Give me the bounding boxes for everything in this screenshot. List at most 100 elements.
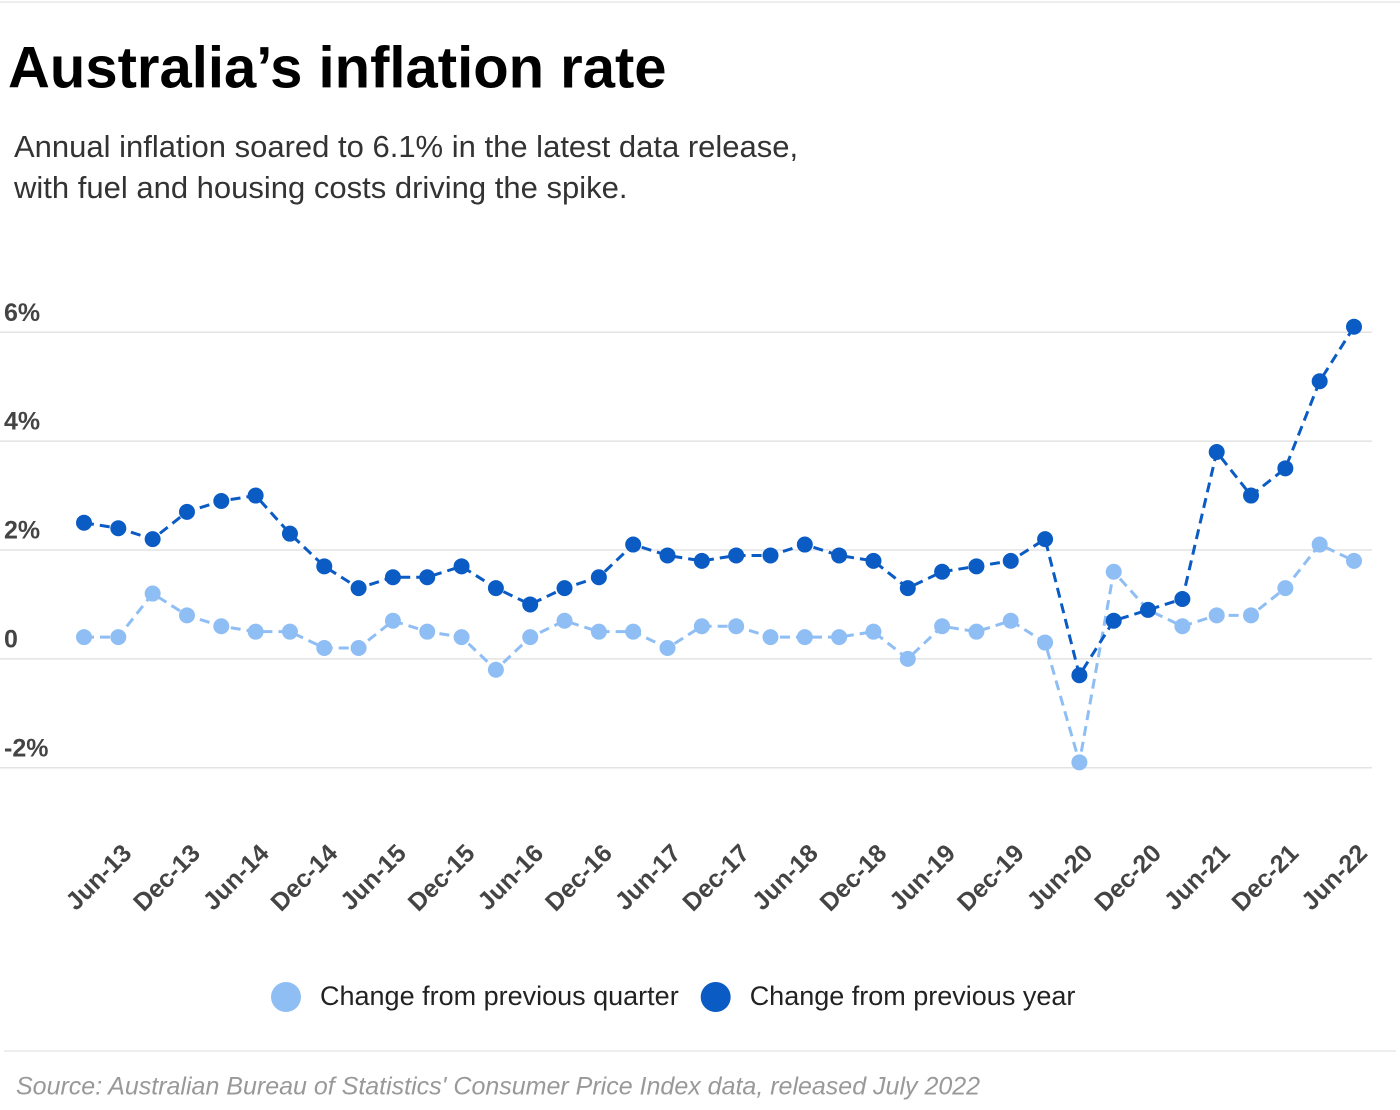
data-point bbox=[110, 520, 127, 537]
x-tick-label: Jun-17 bbox=[610, 839, 687, 916]
data-point bbox=[865, 552, 882, 569]
data-point bbox=[316, 640, 333, 656]
data-point bbox=[968, 623, 985, 640]
data-point bbox=[590, 569, 607, 586]
data-point bbox=[1140, 601, 1157, 618]
data-point bbox=[556, 580, 573, 597]
y-tick-label: 2% bbox=[4, 517, 40, 545]
data-point bbox=[76, 629, 92, 646]
data-point bbox=[487, 661, 504, 678]
data-point bbox=[213, 618, 230, 635]
data-point bbox=[1346, 552, 1362, 569]
data-point bbox=[831, 629, 848, 646]
data-point bbox=[1243, 487, 1260, 504]
subtitle: Annual inflation soared to 6.1% in the l… bbox=[14, 129, 798, 164]
x-tick-label: Dec-21 bbox=[1226, 839, 1304, 917]
data-point bbox=[625, 536, 642, 553]
data-point bbox=[1002, 552, 1019, 569]
y-tick-label: -2% bbox=[4, 734, 48, 762]
data-point bbox=[453, 629, 470, 646]
data-point bbox=[1277, 580, 1294, 597]
data-point bbox=[110, 629, 127, 646]
x-tick-label: Dec-15 bbox=[403, 839, 481, 917]
x-tick-label: Jun-15 bbox=[335, 839, 412, 916]
x-tick-label: Dec-16 bbox=[540, 839, 618, 917]
data-point bbox=[247, 623, 264, 640]
x-tick-label: Dec-13 bbox=[128, 839, 206, 917]
x-tick-label: Jun-22 bbox=[1296, 839, 1373, 916]
x-tick-label: Jun-14 bbox=[198, 839, 275, 916]
data-point bbox=[281, 525, 298, 542]
data-point bbox=[762, 629, 779, 646]
x-tick-label: Dec-18 bbox=[815, 839, 893, 917]
data-point bbox=[1002, 612, 1019, 629]
data-point bbox=[247, 487, 264, 504]
data-point bbox=[316, 558, 333, 575]
data-point bbox=[831, 547, 848, 564]
data-point bbox=[419, 569, 436, 586]
data-point bbox=[762, 547, 779, 564]
data-point bbox=[899, 580, 916, 597]
x-tick-label: Jun-19 bbox=[884, 839, 961, 916]
data-point bbox=[1071, 754, 1088, 771]
data-point bbox=[796, 629, 813, 646]
data-point bbox=[1071, 667, 1088, 684]
data-point bbox=[144, 585, 161, 602]
legend-label: Change from previous quarter bbox=[320, 981, 679, 1011]
x-tick-label: Dec-19 bbox=[952, 839, 1030, 917]
data-point bbox=[522, 629, 539, 646]
data-point bbox=[419, 623, 436, 640]
data-point bbox=[1037, 634, 1054, 651]
data-point bbox=[1174, 591, 1191, 607]
data-point bbox=[522, 596, 539, 613]
data-point bbox=[556, 612, 573, 629]
data-point bbox=[590, 623, 607, 640]
data-point bbox=[281, 623, 298, 640]
legend-swatch bbox=[700, 982, 731, 1012]
data-point bbox=[934, 618, 951, 635]
data-point bbox=[1208, 607, 1225, 624]
data-point bbox=[1277, 460, 1294, 477]
data-point bbox=[178, 607, 195, 624]
data-point bbox=[728, 547, 745, 564]
data-point bbox=[350, 580, 367, 597]
x-tick-label: Dec-14 bbox=[265, 839, 343, 917]
x-tick-label: Jun-20 bbox=[1022, 839, 1099, 916]
subtitle: with fuel and housing costs driving the … bbox=[13, 170, 627, 205]
data-point bbox=[728, 618, 745, 635]
series-line bbox=[83, 325, 1356, 679]
y-tick-label: 0 bbox=[4, 625, 18, 653]
data-point bbox=[1105, 563, 1122, 580]
y-tick-label: 6% bbox=[4, 299, 40, 327]
data-point bbox=[1311, 373, 1328, 390]
data-point bbox=[934, 563, 951, 580]
data-point bbox=[487, 580, 504, 597]
series-line bbox=[84, 542, 1355, 763]
x-tick-label: Jun-16 bbox=[472, 839, 549, 916]
data-point bbox=[693, 552, 710, 569]
data-point bbox=[693, 618, 710, 635]
chart-title: Australia’s inflation rate bbox=[8, 35, 667, 100]
data-point bbox=[899, 650, 916, 667]
data-point bbox=[796, 536, 813, 553]
data-point bbox=[453, 558, 470, 575]
data-point bbox=[350, 640, 367, 656]
data-point bbox=[144, 531, 161, 548]
data-point bbox=[1037, 531, 1054, 548]
data-point bbox=[76, 514, 92, 531]
data-point bbox=[1346, 318, 1362, 335]
data-point bbox=[384, 569, 401, 586]
data-point bbox=[968, 558, 985, 575]
legend-label: Change from previous year bbox=[750, 981, 1076, 1011]
legend-swatch bbox=[271, 982, 301, 1012]
x-tick-label: Jun-13 bbox=[60, 839, 137, 916]
data-point bbox=[659, 640, 676, 656]
data-point bbox=[384, 612, 401, 629]
data-point bbox=[213, 493, 230, 509]
source: Source: Australian Bureau of Statistics'… bbox=[16, 1073, 980, 1101]
data-point bbox=[625, 623, 642, 640]
data-point bbox=[178, 503, 195, 520]
x-tick-label: Jun-18 bbox=[747, 839, 824, 916]
y-tick-label: 4% bbox=[4, 408, 40, 436]
